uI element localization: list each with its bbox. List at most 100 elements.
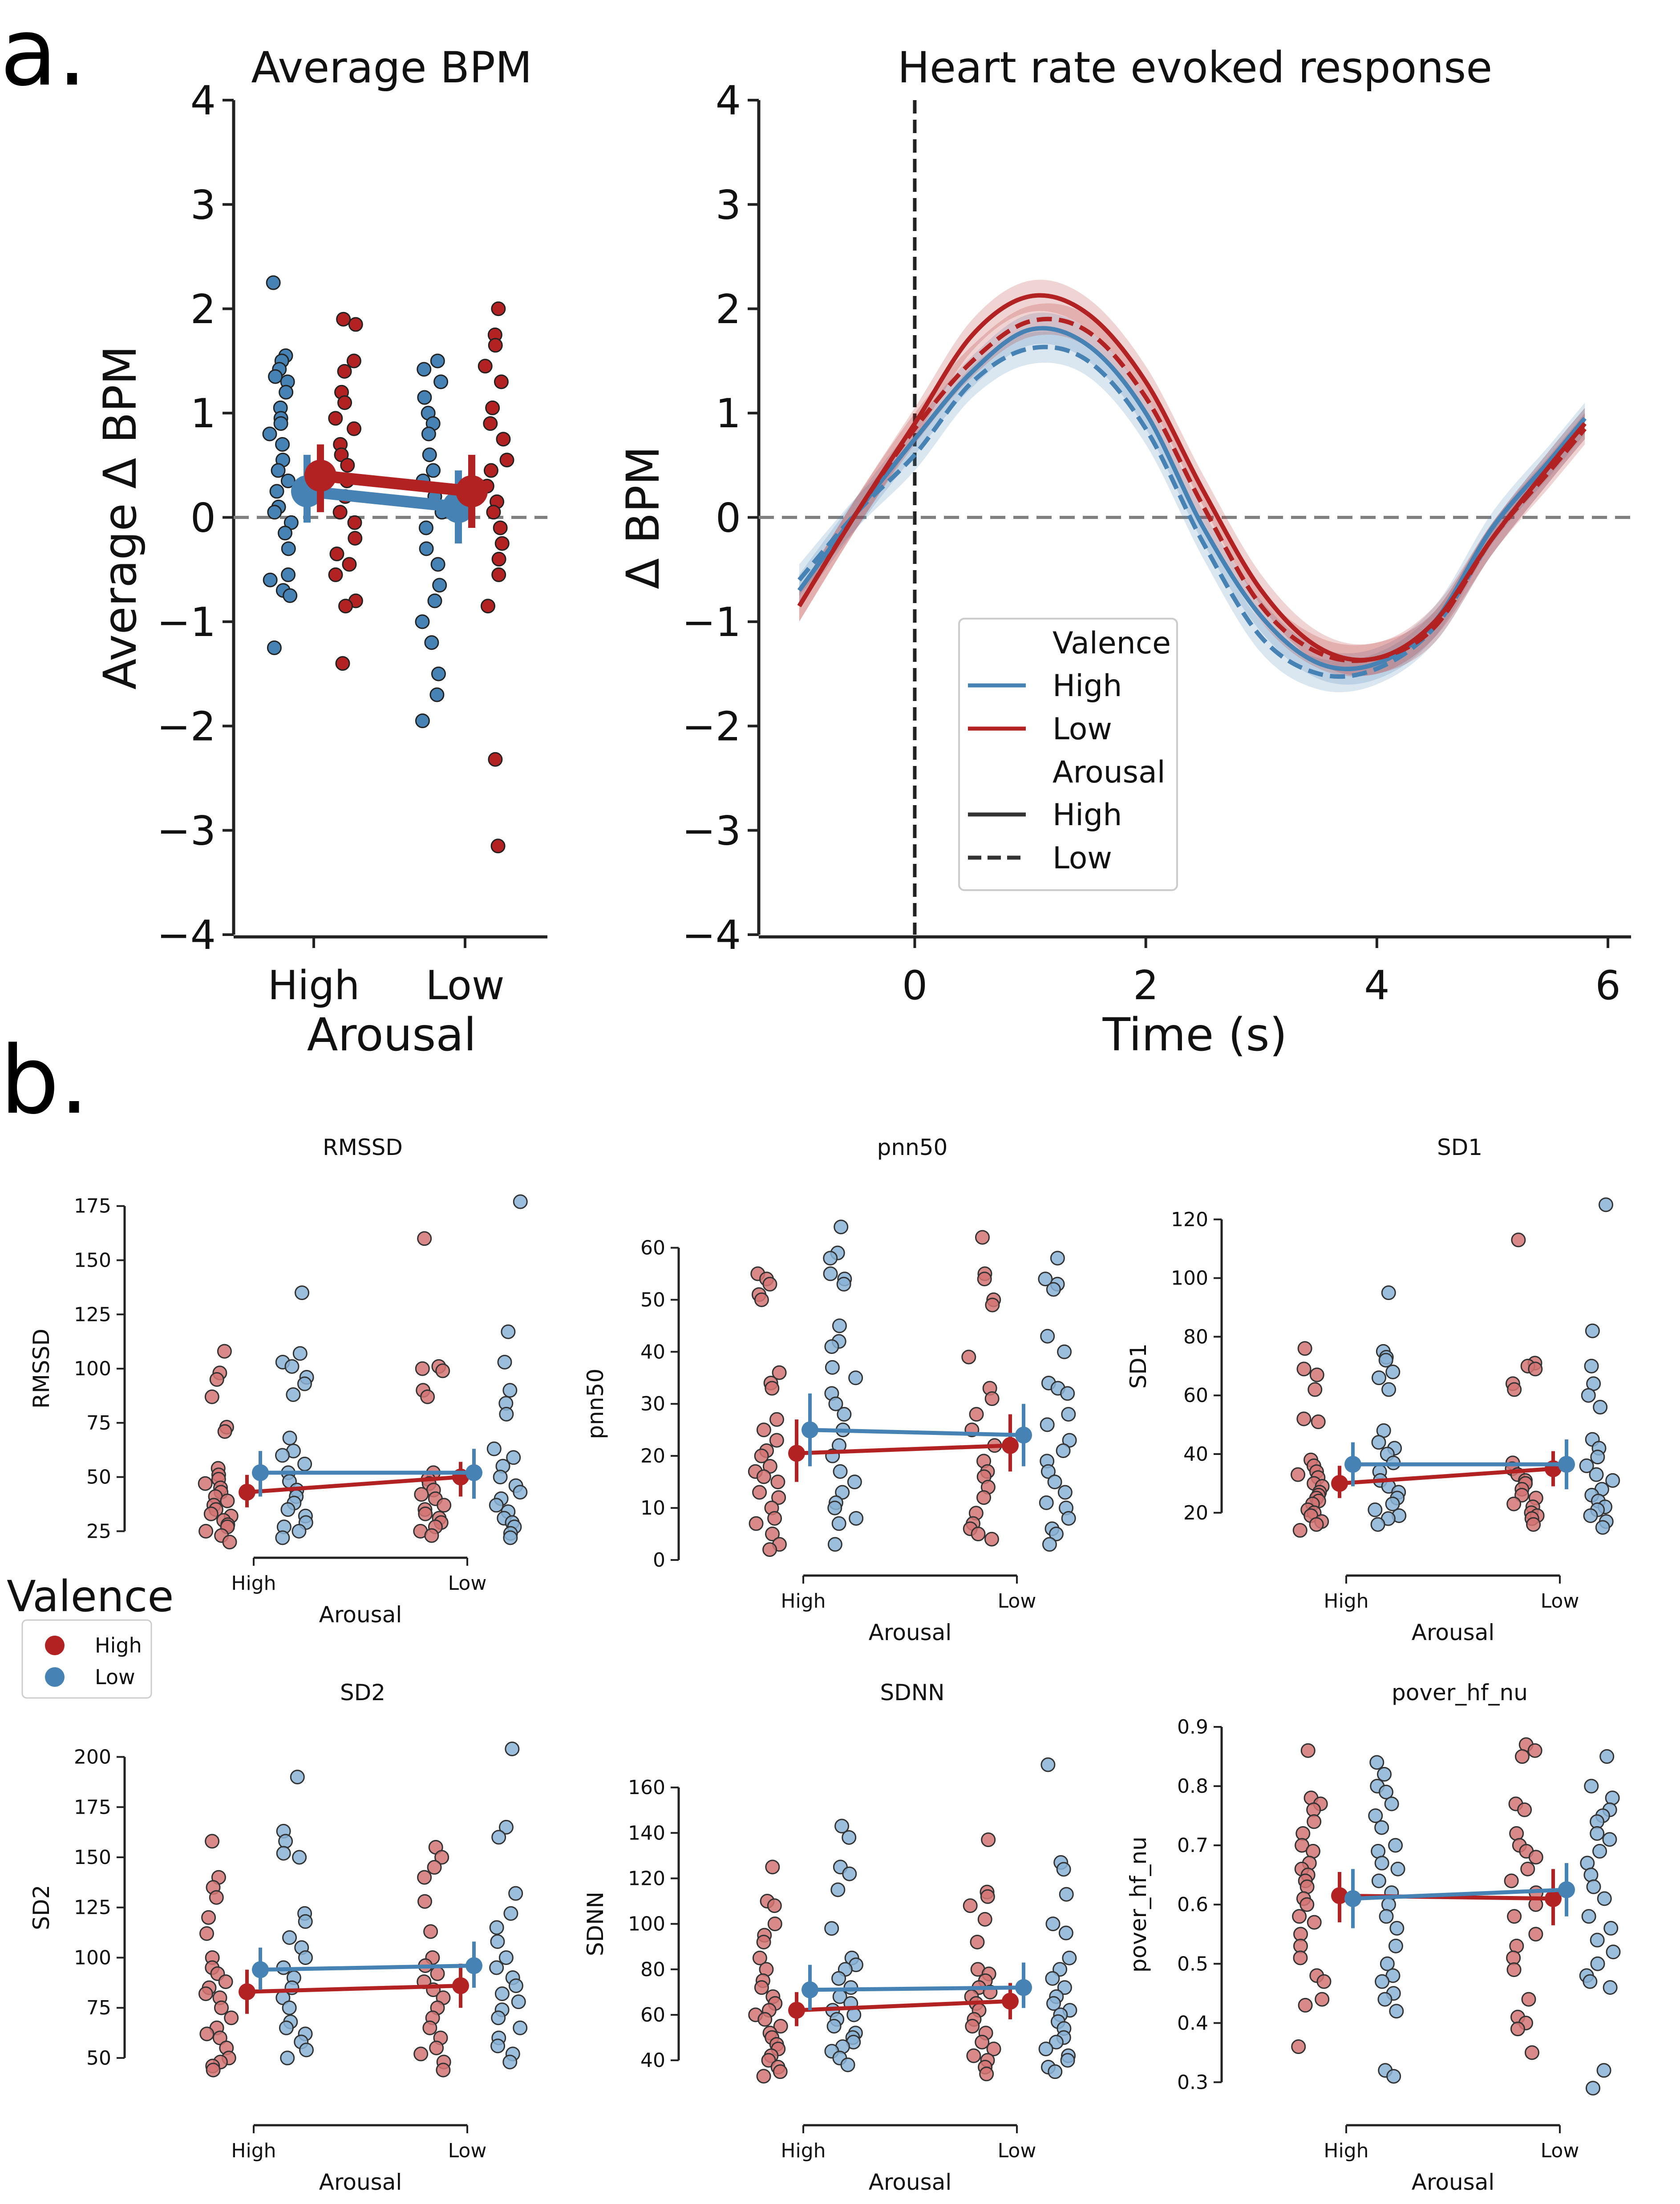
data-point	[513, 2020, 528, 2035]
data-point	[981, 1832, 996, 1847]
data-point	[278, 1834, 293, 1849]
y-tick-label: 0.3	[1177, 2071, 1208, 2094]
data-point	[837, 1407, 852, 1422]
data-point	[478, 359, 493, 374]
data-point	[1596, 2063, 1611, 2078]
data-point	[834, 1219, 849, 1235]
data-point	[283, 588, 298, 603]
data-point	[1370, 1517, 1385, 1532]
data-point	[1311, 1414, 1326, 1430]
data-point	[1590, 1826, 1605, 1841]
data-point	[415, 713, 430, 729]
mean-line	[1352, 1888, 1567, 1901]
ci-band	[799, 331, 1585, 693]
y-axis-label: RMSSD	[28, 1329, 54, 1409]
data-point	[279, 385, 294, 400]
data-point	[1599, 1749, 1615, 1764]
y-tick-label: 50	[86, 2047, 111, 2070]
data-point	[499, 1406, 514, 1422]
data-point	[1042, 1537, 1057, 1552]
y-tick-label: 0	[190, 495, 216, 542]
data-point	[767, 1916, 782, 1932]
data-point	[422, 447, 437, 462]
data-point	[279, 2020, 294, 2035]
y-tick-label: 0	[653, 1549, 665, 1572]
data-point	[505, 1742, 520, 1757]
data-point	[1511, 1232, 1526, 1248]
x-tick-label: High	[231, 2139, 276, 2162]
data-point	[1371, 1435, 1386, 1450]
mean-marker	[1331, 1887, 1348, 1904]
x-tick-label: Low	[998, 2139, 1036, 2162]
data-point	[295, 1285, 310, 1301]
data-point	[980, 1889, 995, 1904]
data-point	[762, 1276, 777, 1292]
data-point	[1520, 1861, 1535, 1876]
data-point	[269, 484, 284, 499]
legend-label-low-arousal: Low	[1053, 841, 1112, 876]
mean-marker	[456, 475, 488, 507]
data-point	[1384, 1796, 1399, 1811]
data-point	[1602, 1832, 1617, 1847]
y-tick-label: 160	[628, 1776, 665, 1799]
y-tick-label: 0.8	[1177, 1775, 1208, 1798]
data-point	[282, 1430, 297, 1446]
data-point	[429, 687, 445, 702]
data-point	[756, 2069, 771, 2084]
data-point	[1296, 1411, 1312, 1426]
data-point	[280, 473, 296, 488]
y-tick-label: 100	[1171, 1267, 1208, 1290]
data-point	[1315, 1992, 1330, 2007]
data-point	[417, 1231, 432, 1246]
data-point	[290, 1770, 305, 1785]
data-point	[1514, 1749, 1530, 1764]
data-point	[275, 1530, 290, 1545]
data-point	[336, 312, 351, 327]
data-point	[420, 1389, 435, 1404]
data-point	[218, 1974, 233, 1989]
y-tick-label: 3	[716, 182, 741, 228]
legend-b-marker-low	[45, 1667, 65, 1687]
data-point	[1528, 1927, 1543, 1942]
data-point	[328, 411, 343, 426]
data-point	[1506, 1962, 1522, 1977]
data-point	[1381, 1285, 1396, 1301]
data-point	[502, 1383, 518, 1398]
pover-hf-nu-chart: pover_hf_nu 0.3 0.4 0.5 0.6 0.7 0.8 0.9 High Low A…	[1125, 1680, 1621, 2195]
y-tick-label: 1	[190, 390, 216, 437]
x-axis-label: Time (s)	[1102, 1009, 1287, 1061]
data-point	[1046, 1282, 1061, 1297]
mean-marker	[1344, 1890, 1361, 1907]
data-point	[493, 1470, 508, 1485]
data-point	[1291, 1467, 1306, 1482]
data-point	[1381, 1382, 1397, 1397]
legend-label-high-arousal: High	[1053, 798, 1122, 833]
data-point	[1046, 1996, 1061, 2011]
data-point	[961, 1349, 976, 1365]
data-point	[508, 1978, 523, 1993]
data-point	[277, 526, 292, 541]
data-point	[262, 426, 277, 442]
data-point	[1057, 1980, 1072, 1995]
data-point	[963, 1898, 978, 1913]
data-point	[769, 1433, 784, 1448]
data-point	[417, 362, 432, 377]
data-point	[222, 1535, 237, 1550]
x-axis-label: Arousal	[307, 1009, 477, 1061]
data-point	[297, 1376, 312, 1391]
data-point	[1308, 1382, 1323, 1397]
data-point	[765, 1381, 780, 1396]
y-tick-label: 0.6	[1177, 1893, 1208, 1916]
data-point	[198, 1523, 214, 1539]
legend-label-low-valence: Low	[1053, 712, 1112, 747]
mean-line	[247, 1984, 461, 1994]
data-point	[1374, 1820, 1389, 1835]
mean-marker	[239, 1983, 255, 2001]
y-tick-label: 60	[640, 2004, 665, 2026]
data-point	[1297, 1341, 1312, 1356]
data-point	[490, 2038, 506, 2054]
chart-title: Average BPM	[251, 43, 532, 93]
x-tick-label: Low	[1541, 1590, 1579, 1612]
mean-marker	[252, 1464, 269, 1481]
data-point	[419, 541, 434, 556]
